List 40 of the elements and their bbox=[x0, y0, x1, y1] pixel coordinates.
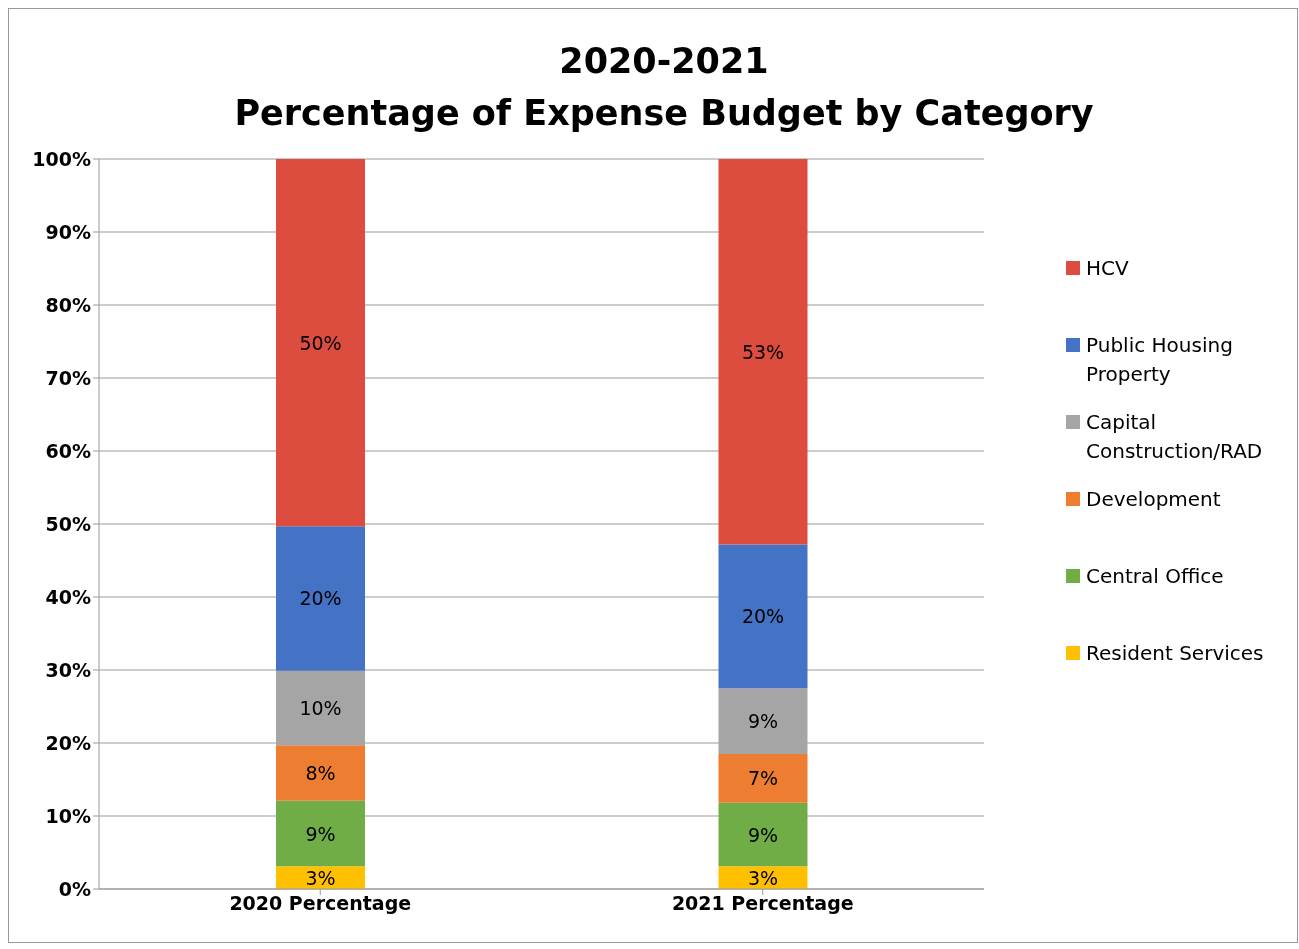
data-label: 9% bbox=[747, 710, 779, 733]
bar bbox=[276, 745, 365, 801]
bar bbox=[718, 159, 808, 545]
data-label: 50% bbox=[299, 331, 342, 354]
legend-label: Development bbox=[1086, 486, 1221, 513]
data-label: 9% bbox=[747, 823, 779, 846]
chart-title: 2020-2021 Percentage of Expense Budget by Category bbox=[233, 40, 1095, 135]
y-tick-label: 20% bbox=[45, 731, 91, 754]
bar bbox=[276, 800, 365, 867]
x-tick-label: 2020 Percentage bbox=[229, 892, 412, 915]
data-label: 3% bbox=[747, 866, 779, 889]
y-tick-label: 80% bbox=[45, 293, 91, 316]
y-tick-label: 0% bbox=[58, 877, 91, 900]
legend-label: Resident Services bbox=[1086, 640, 1264, 667]
y-tick-label: 10% bbox=[45, 804, 91, 827]
legend-label: Capital Construction/RAD bbox=[1086, 409, 1264, 465]
x-tick-label: 2021 Percentage bbox=[671, 892, 854, 915]
data-label: 3% bbox=[305, 866, 336, 889]
legend-label: HCV bbox=[1086, 255, 1129, 282]
data-label: 9% bbox=[305, 822, 336, 845]
data-label: 53% bbox=[741, 340, 785, 363]
bar bbox=[276, 159, 365, 527]
y-tick-label: 60% bbox=[45, 439, 91, 462]
bar bbox=[276, 526, 365, 671]
data-label: 20% bbox=[741, 605, 785, 628]
legend-label: Public Housing Property bbox=[1086, 332, 1234, 388]
bar bbox=[718, 753, 808, 803]
bar bbox=[718, 802, 808, 867]
y-tick-label: 40% bbox=[45, 585, 91, 608]
legend-label: Central Office bbox=[1086, 563, 1224, 590]
data-label: 7% bbox=[747, 767, 779, 790]
y-tick-label: 70% bbox=[45, 366, 91, 389]
y-tick-label: 30% bbox=[45, 658, 91, 681]
bar bbox=[718, 544, 808, 689]
data-label: 20% bbox=[299, 587, 342, 610]
y-tick-label: 90% bbox=[45, 220, 91, 243]
data-label: 8% bbox=[305, 761, 336, 784]
y-tick-label: 100% bbox=[32, 147, 91, 170]
data-label: 10% bbox=[299, 696, 342, 719]
y-tick-label: 50% bbox=[45, 512, 91, 535]
